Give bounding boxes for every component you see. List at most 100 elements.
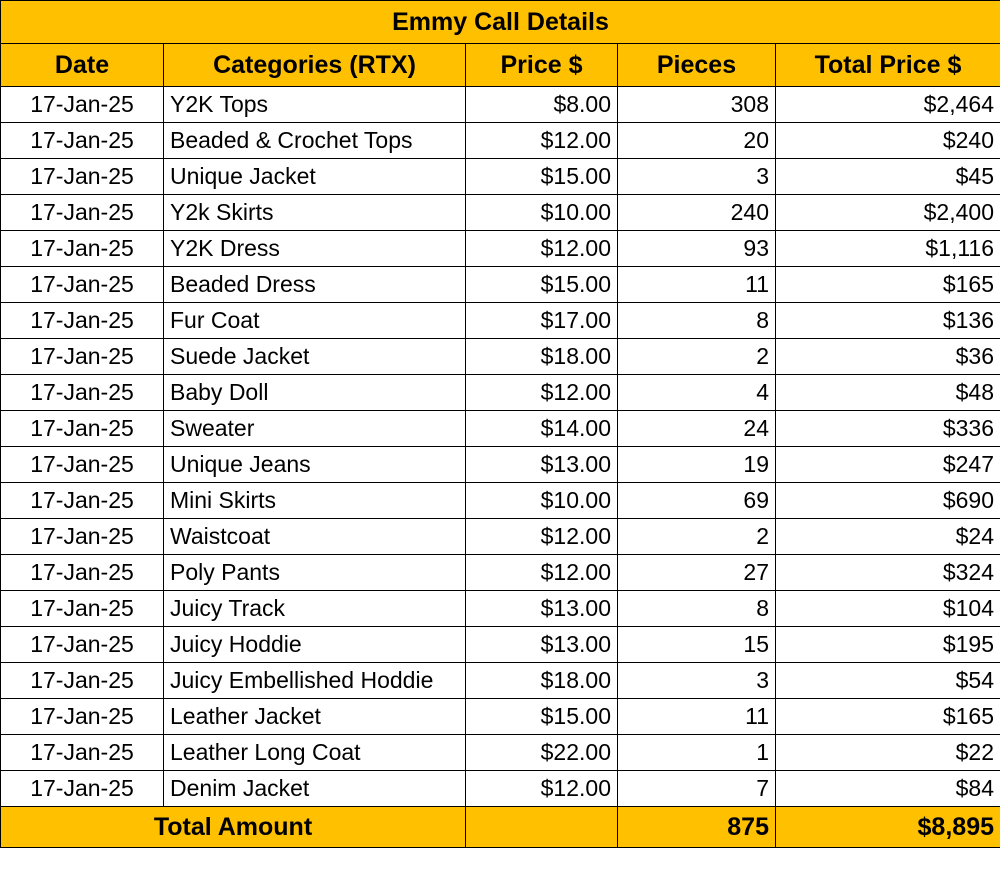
- cell: $15.00: [465, 158, 618, 195]
- cell: $10.00: [465, 194, 618, 231]
- table-row: 17-Jan-25 Y2K Tops $8.00 308 $2,464: [0, 86, 1000, 123]
- cell: 4: [617, 374, 776, 411]
- cell: 11: [617, 698, 776, 735]
- column-header: Price $: [465, 43, 618, 87]
- table-row: 17-Jan-25 Y2K Dress $12.00 93 $1,116: [0, 230, 1000, 267]
- table-row: 17-Jan-25 Leather Jacket $15.00 11 $165: [0, 698, 1000, 735]
- column-header: Pieces: [617, 43, 776, 87]
- cell: 17-Jan-25: [0, 338, 164, 375]
- table-row: 17-Jan-25 Fur Coat $17.00 8 $136: [0, 302, 1000, 339]
- table-row: 17-Jan-25 Beaded Dress $15.00 11 $165: [0, 266, 1000, 303]
- cell: $324: [775, 554, 1000, 591]
- cell: $24: [775, 518, 1000, 555]
- cell: 17-Jan-25: [0, 626, 164, 663]
- cell: 17-Jan-25: [0, 734, 164, 771]
- table-row: 17-Jan-25 Baby Doll $12.00 4 $48: [0, 374, 1000, 411]
- table-row: 17-Jan-25 Suede Jacket $18.00 2 $36: [0, 338, 1000, 375]
- cell: 17-Jan-25: [0, 770, 164, 807]
- cell: Juicy Embellished Hoddie: [163, 662, 466, 699]
- cell: 15: [617, 626, 776, 663]
- cell: $10.00: [465, 482, 618, 519]
- table-row: 17-Jan-25 Denim Jacket $12.00 7 $84: [0, 770, 1000, 807]
- cell: $13.00: [465, 590, 618, 627]
- column-header: Categories (RTX): [163, 43, 466, 87]
- cell: $12.00: [465, 122, 618, 159]
- cell: $12.00: [465, 374, 618, 411]
- table-row: 17-Jan-25 Unique Jacket $15.00 3 $45: [0, 158, 1000, 195]
- cell: 20: [617, 122, 776, 159]
- cell: Mini Skirts: [163, 482, 466, 519]
- title-row: Emmy Call Details: [0, 0, 1000, 44]
- cell: $165: [775, 266, 1000, 303]
- cell: 8: [617, 302, 776, 339]
- cell: 17-Jan-25: [0, 122, 164, 159]
- cell: Sweater: [163, 410, 466, 447]
- total-pieces: 875: [617, 806, 776, 848]
- cell: Fur Coat: [163, 302, 466, 339]
- table-row: 17-Jan-25 Juicy Embellished Hoddie $18.00 3…: [0, 662, 1000, 699]
- cell: Juicy Track: [163, 590, 466, 627]
- cell: Waistcoat: [163, 518, 466, 555]
- cell: Y2k Skirts: [163, 194, 466, 231]
- title: Emmy Call Details: [0, 0, 1000, 44]
- table-row: 17-Jan-25 Mini Skirts $10.00 69 $690: [0, 482, 1000, 519]
- cell: $54: [775, 662, 1000, 699]
- column-header: Date: [0, 43, 164, 87]
- table-row: 17-Jan-25 Juicy Track $13.00 8 $104: [0, 590, 1000, 627]
- cell: 17-Jan-25: [0, 302, 164, 339]
- cell: 17-Jan-25: [0, 374, 164, 411]
- cell: [465, 806, 618, 848]
- cell: $12.00: [465, 770, 618, 807]
- cell: $84: [775, 770, 1000, 807]
- cell: 17-Jan-25: [0, 86, 164, 123]
- cell: Beaded & Crochet Tops: [163, 122, 466, 159]
- cell: $336: [775, 410, 1000, 447]
- cell: Suede Jacket: [163, 338, 466, 375]
- cell: $15.00: [465, 698, 618, 735]
- table-row: 17-Jan-25 Y2k Skirts $10.00 240 $2,400: [0, 194, 1000, 231]
- table-row: 17-Jan-25 Leather Long Coat $22.00 1 $22: [0, 734, 1000, 771]
- cell: Poly Pants: [163, 554, 466, 591]
- cell: $22.00: [465, 734, 618, 771]
- cell: Denim Jacket: [163, 770, 466, 807]
- cell: $195: [775, 626, 1000, 663]
- table-row: 17-Jan-25 Juicy Hoddie $13.00 15 $195: [0, 626, 1000, 663]
- table-row: 17-Jan-25 Sweater $14.00 24 $336: [0, 410, 1000, 447]
- cell: $13.00: [465, 446, 618, 483]
- cell: $2,464: [775, 86, 1000, 123]
- cell: 308: [617, 86, 776, 123]
- cell: 7: [617, 770, 776, 807]
- cell: 3: [617, 158, 776, 195]
- total-row: Total Amount 875 $8,895: [0, 806, 1000, 848]
- cell: $48: [775, 374, 1000, 411]
- cell: 93: [617, 230, 776, 267]
- cell: 17-Jan-25: [0, 158, 164, 195]
- cell: Baby Doll: [163, 374, 466, 411]
- cell: $136: [775, 302, 1000, 339]
- cell: $2,400: [775, 194, 1000, 231]
- cell: Leather Long Coat: [163, 734, 466, 771]
- cell: 3: [617, 662, 776, 699]
- cell: Leather Jacket: [163, 698, 466, 735]
- cell: 17-Jan-25: [0, 518, 164, 555]
- cell: $45: [775, 158, 1000, 195]
- cell: 17-Jan-25: [0, 410, 164, 447]
- cell: $12.00: [465, 554, 618, 591]
- cell: $22: [775, 734, 1000, 771]
- cell: $14.00: [465, 410, 618, 447]
- cell: Unique Jeans: [163, 446, 466, 483]
- cell: $165: [775, 698, 1000, 735]
- cell: $13.00: [465, 626, 618, 663]
- cell: 2: [617, 518, 776, 555]
- cell: $15.00: [465, 266, 618, 303]
- cell: 24: [617, 410, 776, 447]
- cell: 11: [617, 266, 776, 303]
- table-row: 17-Jan-25 Waistcoat $12.00 2 $24: [0, 518, 1000, 555]
- cell: 240: [617, 194, 776, 231]
- cell: 19: [617, 446, 776, 483]
- cell: Y2K Tops: [163, 86, 466, 123]
- cell: 17-Jan-25: [0, 230, 164, 267]
- cell: Unique Jacket: [163, 158, 466, 195]
- table-row: 17-Jan-25 Beaded & Crochet Tops $12.00 20 $2…: [0, 122, 1000, 159]
- table: Emmy Call Details Date Categories (RTX) Pr…: [0, 0, 1000, 848]
